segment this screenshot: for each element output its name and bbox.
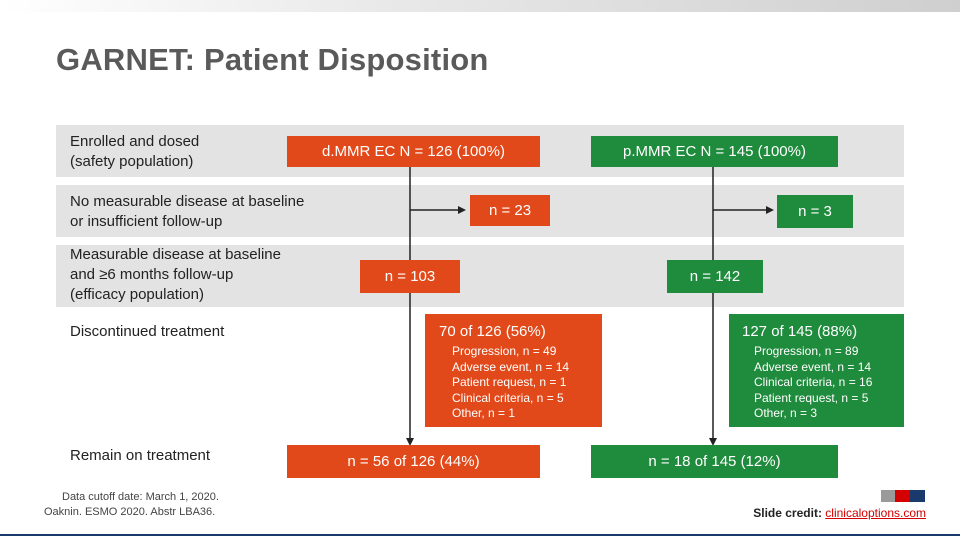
dmmr-remain-box: n = 56 of 126 (44%) — [287, 445, 540, 478]
logo-bar-red — [895, 490, 910, 502]
dmmr-header-box: d.MMR EC N = 126 (100%) — [287, 136, 540, 167]
dmmr-excluded-box: n = 23 — [470, 195, 550, 226]
slide-title: GARNET: Patient Disposition — [56, 42, 489, 77]
footnote-cutoff: Data cutoff date: March 1, 2020. — [62, 491, 219, 503]
dmmr-efficacy-box: n = 103 — [360, 260, 460, 293]
pmmr-discontinued-total: 127 of 145 (88%) — [742, 323, 858, 340]
slide-credit-label: Slide credit: — [753, 506, 822, 520]
cco-logo — [881, 490, 925, 502]
row-label-discontinued: Discontinued treatment — [70, 323, 225, 340]
pmmr-excluded-box: n = 3 — [777, 195, 853, 228]
row-label-remain: Remain on treatment — [70, 447, 211, 464]
pmmr-discontinued-reasons: Progression, n = 89 Adverse event, n = 1… — [754, 344, 873, 420]
dmmr-discontinued-reasons: Progression, n = 49 Adverse event, n = 1… — [452, 344, 570, 420]
pmmr-remain-box: n = 18 of 145 (12%) — [591, 445, 838, 478]
footnote-source: Oaknin. ESMO 2020. Abstr LBA36. — [44, 506, 216, 518]
row-label-enrolled: Enrolled and dosed (safety population) — [70, 133, 200, 170]
logo-bar-grey — [881, 490, 895, 502]
top-decoration-bar — [0, 0, 960, 12]
pmmr-header-box: p.MMR EC N = 145 (100%) — [591, 136, 838, 167]
slide-credit-link[interactable]: clinicaloptions.com — [825, 506, 926, 520]
dmmr-discontinued-total: 70 of 126 (56%) — [439, 323, 546, 340]
row-label-measurable: Measurable disease at baseline and ≥6 mo… — [70, 246, 281, 303]
pmmr-discontinued-box: 127 of 145 (88%) Progression, n = 89 Adv… — [729, 314, 904, 427]
row-label-no-measurable: No measurable disease at baseline or ins… — [70, 193, 305, 230]
dmmr-discontinued-box: 70 of 126 (56%) Progression, n = 49 Adve… — [425, 314, 602, 427]
logo-bar-navy — [910, 490, 925, 502]
bottom-rule — [0, 534, 960, 536]
pmmr-efficacy-box: n = 142 — [667, 260, 763, 293]
slide-credit: Slide credit: clinicaloptions.com — [753, 506, 926, 520]
